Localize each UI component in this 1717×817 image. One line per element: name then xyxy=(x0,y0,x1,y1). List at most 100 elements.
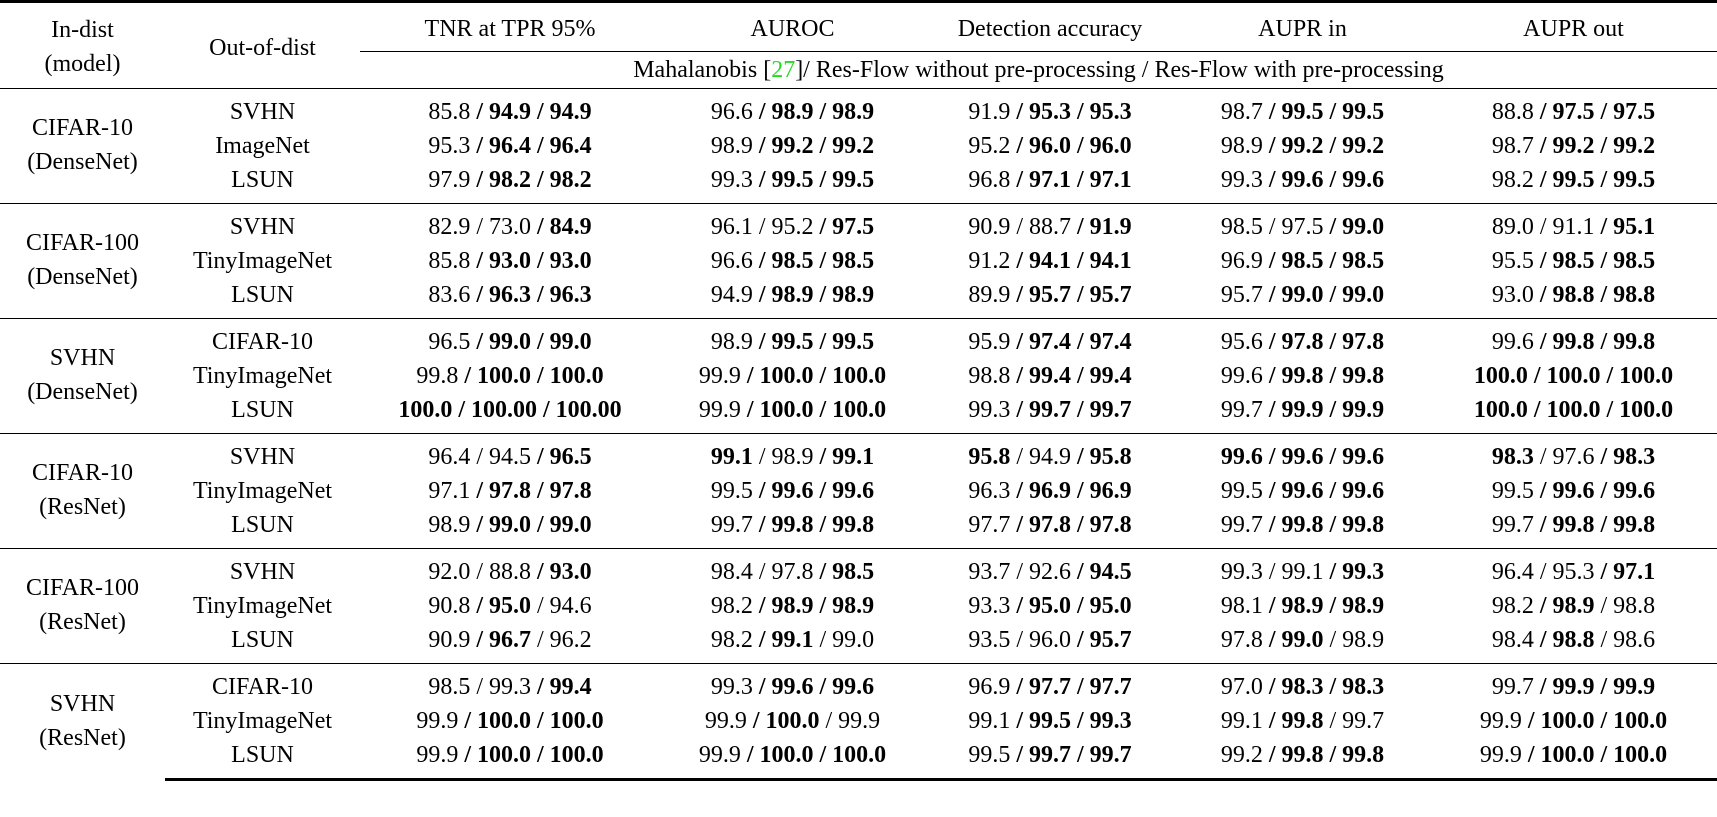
mahalanobis-value: 95.7 xyxy=(1220,282,1263,308)
mahalanobis-value: 99.9 xyxy=(698,363,741,389)
metric-cell-aupr-in: 99.3 / 99.6 / 99.6 xyxy=(1175,163,1430,204)
metric-cell-auroc: 99.7 / 99.8 / 99.8 xyxy=(660,508,925,549)
value-separator: / xyxy=(752,329,772,355)
metric-cell-tnr: 100.0 / 100.00 / 100.00 xyxy=(360,393,660,434)
value-separator: / xyxy=(1010,133,1029,159)
mahalanobis-value: 99.8 xyxy=(416,363,459,389)
mahalanobis-value: 89.9 xyxy=(968,282,1011,308)
mahalanobis-value: 85.8 xyxy=(428,248,471,274)
mahalanobis-value: 99.5 xyxy=(1491,478,1534,504)
metric-cell-tnr: 98.9 / 99.0 / 99.0 xyxy=(360,508,660,549)
resflow-no-preproc-value: 96.9 xyxy=(1029,478,1071,504)
metric-cell-aupr-in: 96.9 / 98.5 / 98.5 xyxy=(1175,244,1430,278)
value-separator: / xyxy=(1323,133,1343,159)
resflow-preproc-value: 95.3 xyxy=(1089,99,1132,125)
value-separator: / xyxy=(752,214,772,240)
metric-cell-tnr: 90.8 / 95.0 / 94.6 xyxy=(360,589,660,623)
value-separator: / xyxy=(1071,133,1090,159)
resflow-no-preproc-value: 99.7 xyxy=(1029,397,1071,423)
metric-cell-aupr-in: 99.6 / 99.8 / 99.8 xyxy=(1175,359,1430,393)
resflow-preproc-value: 98.9 xyxy=(832,99,875,125)
mahalanobis-value: 98.9 xyxy=(1220,133,1263,159)
mahalanobis-value: 90.8 xyxy=(428,593,471,619)
mahalanobis-value: 96.3 xyxy=(968,478,1011,504)
metric-cell-auroc: 99.5 / 99.6 / 99.6 xyxy=(660,474,925,508)
metric-cell-aupr-out: 99.7 / 99.9 / 99.9 xyxy=(1430,663,1717,704)
value-separator: / xyxy=(1323,248,1343,274)
metric-cell-tnr: 97.9 / 98.2 / 98.2 xyxy=(360,163,660,204)
resflow-preproc-value: 99.2 xyxy=(832,133,875,159)
resflow-no-preproc-value: 91.1 xyxy=(1552,214,1595,240)
resflow-preproc-value: 95.8 xyxy=(1089,444,1132,470)
value-separator: / xyxy=(1533,559,1553,585)
value-separator: / xyxy=(1323,708,1343,734)
metric-cell-aupr-out: 99.9 / 100.0 / 100.0 xyxy=(1430,738,1717,781)
table-row: LSUN 97.9 / 98.2 / 98.2 99.3 / 99.5 / 99.5… xyxy=(0,163,1717,204)
value-separator: / xyxy=(1262,214,1282,240)
resflow-no-preproc-value: 95.0 xyxy=(489,593,531,619)
table-row: CIFAR-100 (DenseNet) SVHN 82.9 / 73.0 / 84.… xyxy=(0,203,1717,319)
in-dist-model: (DenseNet) xyxy=(27,264,138,290)
in-dist-model: (ResNet) xyxy=(39,609,126,635)
table-row: LSUN 90.9 / 96.7 / 96.2 98.2 / 99.1 / 99.0… xyxy=(0,623,1717,664)
value-separator: / xyxy=(1533,627,1553,653)
value-separator: / xyxy=(1594,329,1614,355)
citation-link-27[interactable]: 27 xyxy=(771,57,796,83)
value-separator: / xyxy=(470,444,489,470)
resflow-no-preproc-value: 100.0 xyxy=(1540,708,1595,734)
value-separator: / xyxy=(470,627,489,653)
value-separator: / xyxy=(1323,674,1343,700)
mahalanobis-value: 99.7 xyxy=(1220,397,1263,423)
resflow-preproc-value: 98.9 xyxy=(832,282,875,308)
resflow-preproc-value: 97.5 xyxy=(832,214,875,240)
value-separator: / xyxy=(1594,133,1614,159)
resflow-preproc-value: 100.0 xyxy=(1619,363,1674,389)
resflow-preproc-value: 99.5 xyxy=(832,167,875,193)
resflow-preproc-value: 99.9 xyxy=(838,708,881,734)
resflow-preproc-value: 98.3 xyxy=(1613,444,1656,470)
metric-cell-auroc: 99.3 / 99.5 / 99.5 xyxy=(660,163,925,204)
value-separator: / xyxy=(746,708,766,734)
resflow-no-preproc-value: 97.5 xyxy=(1281,214,1324,240)
value-separator: / xyxy=(1262,627,1282,653)
metric-cell-aupr-out: 99.6 / 99.8 / 99.8 xyxy=(1430,318,1717,359)
resflow-preproc-value: 100.0 xyxy=(1613,708,1668,734)
resflow-no-preproc-value: 99.5 xyxy=(771,329,814,355)
mahalanobis-value: 98.9 xyxy=(710,329,753,355)
value-separator: / xyxy=(1010,742,1029,768)
mahalanobis-value: 97.1 xyxy=(428,478,471,504)
value-separator: / xyxy=(752,99,772,125)
metric-cell-aupr-out: 98.3 / 97.6 / 98.3 xyxy=(1430,433,1717,474)
value-separator: / xyxy=(813,99,833,125)
mahalanobis-value: 99.5 xyxy=(968,742,1011,768)
value-separator: / xyxy=(1594,444,1614,470)
out-of-dist-cell: LSUN xyxy=(231,397,294,423)
value-separator: / xyxy=(1262,329,1282,355)
mahalanobis-value: 95.3 xyxy=(428,133,471,159)
resflow-no-preproc-value: 99.3 xyxy=(489,674,531,700)
resflow-no-preproc-value: 98.2 xyxy=(489,167,531,193)
resflow-no-preproc-value: 99.4 xyxy=(1029,363,1071,389)
value-separator: / xyxy=(1323,559,1343,585)
value-separator: / xyxy=(813,363,833,389)
value-separator: / xyxy=(813,214,833,240)
value-separator: / xyxy=(752,282,772,308)
resflow-no-preproc-value: 98.9 xyxy=(771,444,814,470)
out-of-dist-cell: CIFAR-10 xyxy=(165,318,360,359)
resflow-preproc-value: 93.0 xyxy=(549,559,592,585)
value-separator: / xyxy=(752,248,772,274)
value-separator: / xyxy=(1071,593,1090,619)
value-separator: / xyxy=(813,329,833,355)
metric-cell-tnr: 98.5 / 99.3 / 99.4 xyxy=(360,663,660,704)
resflow-preproc-value: 98.6 xyxy=(1613,627,1656,653)
mahalanobis-value: 98.5 xyxy=(1220,214,1263,240)
mahalanobis-value: 98.9 xyxy=(428,512,471,538)
resflow-no-preproc-value: 95.7 xyxy=(1029,282,1071,308)
mahalanobis-value: 99.1 xyxy=(968,708,1011,734)
resflow-no-preproc-value: 96.0 xyxy=(1029,133,1071,159)
resflow-preproc-value: 99.0 xyxy=(1342,282,1385,308)
metric-cell-detection-accuracy: 93.5 / 96.0 / 95.7 xyxy=(925,623,1175,664)
table-row: ImageNet 95.3 / 96.4 / 96.4 98.9 / 99.2 / … xyxy=(0,129,1717,163)
table-row: SVHN (DenseNet) CIFAR-10 96.5 / 99.0 / 99.0… xyxy=(0,318,1717,434)
mahalanobis-value: 99.3 xyxy=(1220,559,1263,585)
